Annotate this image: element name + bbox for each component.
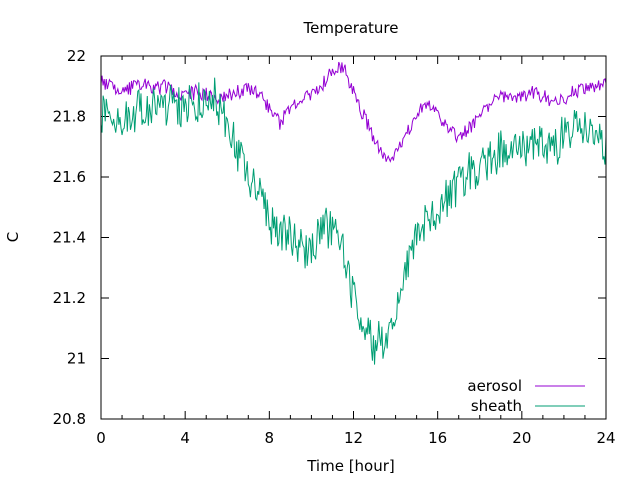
legend: aerosol sheath: [467, 377, 585, 415]
x-tick-label: 8: [265, 429, 275, 447]
legend-label-sheath: sheath: [471, 397, 522, 415]
y-tick-label: 21.8: [53, 108, 86, 126]
series-line-sheath: [100, 77, 607, 365]
x-tick-label: 4: [180, 429, 190, 447]
x-tick-label: 20: [512, 429, 531, 447]
x-tick-label: 16: [428, 429, 447, 447]
y-tick-label: 21.4: [53, 229, 86, 247]
x-tick-label: 0: [96, 429, 106, 447]
x-axis-title: Time [hour]: [306, 457, 395, 475]
x-tick-label: 12: [344, 429, 363, 447]
legend-label-aerosol: aerosol: [467, 377, 522, 395]
x-tick-label: 24: [596, 429, 615, 447]
y-tick-label: 20.8: [53, 410, 86, 428]
y-tick-label: 21: [67, 350, 86, 368]
axis-tick-labels: 0 4 8 12 16 20 24 20.8 21 21.2 21.4 21.6 21.8 22: [53, 47, 616, 447]
series-layer: [100, 61, 607, 365]
plot-frame: [100, 55, 607, 420]
series-line-aerosol: [100, 61, 607, 163]
y-axis-title: C: [4, 232, 22, 242]
y-tick-label: 21.2: [53, 289, 86, 307]
y-tick-label: 22: [67, 47, 86, 65]
y-tick-label: 21.6: [53, 168, 86, 186]
chart-title: Temperature: [302, 19, 398, 37]
